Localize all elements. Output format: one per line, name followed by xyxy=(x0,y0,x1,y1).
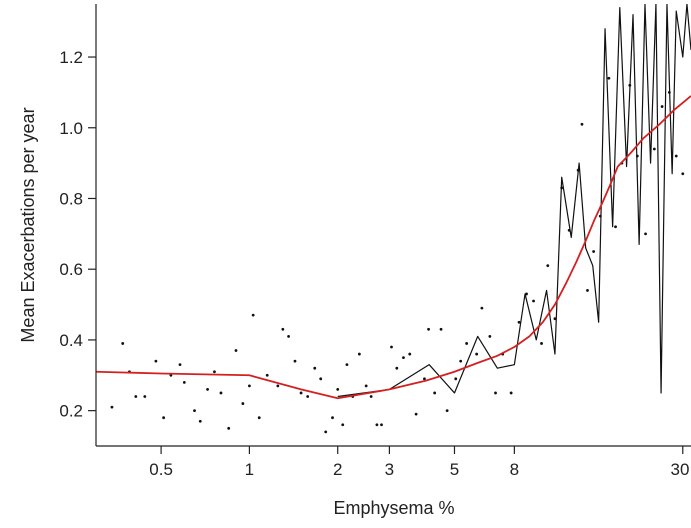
x-tick-label: 0.5 xyxy=(149,460,173,479)
data-point xyxy=(553,317,557,321)
data-point xyxy=(154,359,158,363)
data-point xyxy=(206,388,209,391)
data-point xyxy=(213,370,216,374)
data-point xyxy=(580,122,584,126)
data-point xyxy=(681,172,685,176)
data-point xyxy=(134,395,138,398)
data-point xyxy=(408,352,412,356)
data-point xyxy=(517,320,521,324)
x-tick-label: 1 xyxy=(245,460,254,479)
data-point xyxy=(423,377,426,381)
data-point xyxy=(178,363,182,367)
data-point xyxy=(257,416,261,420)
data-point xyxy=(162,416,166,420)
data-point xyxy=(402,356,405,359)
data-point xyxy=(488,334,492,338)
data-point xyxy=(241,402,245,405)
data-point xyxy=(182,380,186,384)
data-point xyxy=(546,264,550,268)
data-point xyxy=(121,342,125,345)
data-point xyxy=(364,384,368,388)
data-point xyxy=(324,430,328,434)
y-tick-label: 0.4 xyxy=(59,331,83,350)
data-point xyxy=(375,423,379,427)
data-point xyxy=(614,225,617,229)
data-point xyxy=(369,395,373,398)
data-point xyxy=(494,391,497,395)
data-point xyxy=(380,423,383,427)
data-point xyxy=(427,327,430,331)
data-point xyxy=(674,154,678,158)
data-point xyxy=(313,366,317,370)
data-point xyxy=(509,391,513,395)
data-point xyxy=(660,105,664,108)
x-axis-title: Emphysema % xyxy=(333,498,454,518)
x-tick-label: 8 xyxy=(510,460,519,479)
data-point xyxy=(293,359,297,363)
data-point xyxy=(644,232,647,236)
data-point xyxy=(227,426,231,430)
data-point xyxy=(395,366,399,370)
x-tick-label: 3 xyxy=(385,460,394,479)
x-tick-label: 2 xyxy=(333,460,342,479)
data-point xyxy=(299,391,303,395)
data-point xyxy=(265,373,269,377)
data-point xyxy=(475,352,479,356)
data-point xyxy=(357,352,361,356)
data-point xyxy=(390,345,393,349)
data-point xyxy=(459,359,463,363)
data-point xyxy=(336,388,340,391)
data-point xyxy=(532,299,535,303)
data-point xyxy=(433,391,437,395)
data-point xyxy=(480,306,484,310)
data-point xyxy=(331,416,334,420)
data-point xyxy=(345,363,349,367)
data-point xyxy=(454,377,458,381)
data-point xyxy=(414,412,418,416)
data-point xyxy=(306,395,310,398)
data-point xyxy=(219,391,223,395)
data-point xyxy=(341,423,345,427)
x-tick-label: 30 xyxy=(671,460,690,479)
data-point xyxy=(287,334,290,338)
data-point xyxy=(592,250,596,253)
data-point xyxy=(540,342,543,345)
data-point xyxy=(652,147,656,151)
data-point xyxy=(439,327,443,331)
data-point xyxy=(607,76,611,80)
data-point xyxy=(110,405,114,409)
data-point xyxy=(586,289,589,292)
data-point xyxy=(319,377,323,381)
y-axis-title: Mean Exacerbations per year xyxy=(18,107,38,342)
data-point xyxy=(251,313,255,317)
y-tick-label: 0.2 xyxy=(59,402,83,421)
data-point xyxy=(465,342,469,345)
data-point xyxy=(143,395,147,398)
raw-mean-line xyxy=(337,4,691,398)
smoothed-trend-line xyxy=(96,95,691,400)
data-point xyxy=(276,384,280,388)
data-point xyxy=(248,384,251,388)
y-tick-label: 0.6 xyxy=(59,260,83,279)
data-point xyxy=(193,409,196,413)
y-tick-label: 0.8 xyxy=(59,189,83,208)
x-tick-label: 5 xyxy=(450,460,459,479)
y-tick-label: 1.2 xyxy=(59,48,83,67)
data-point xyxy=(281,327,285,331)
y-tick-label: 1.0 xyxy=(59,119,83,138)
data-point xyxy=(234,349,238,352)
data-point xyxy=(445,409,449,413)
data-point xyxy=(198,419,202,423)
